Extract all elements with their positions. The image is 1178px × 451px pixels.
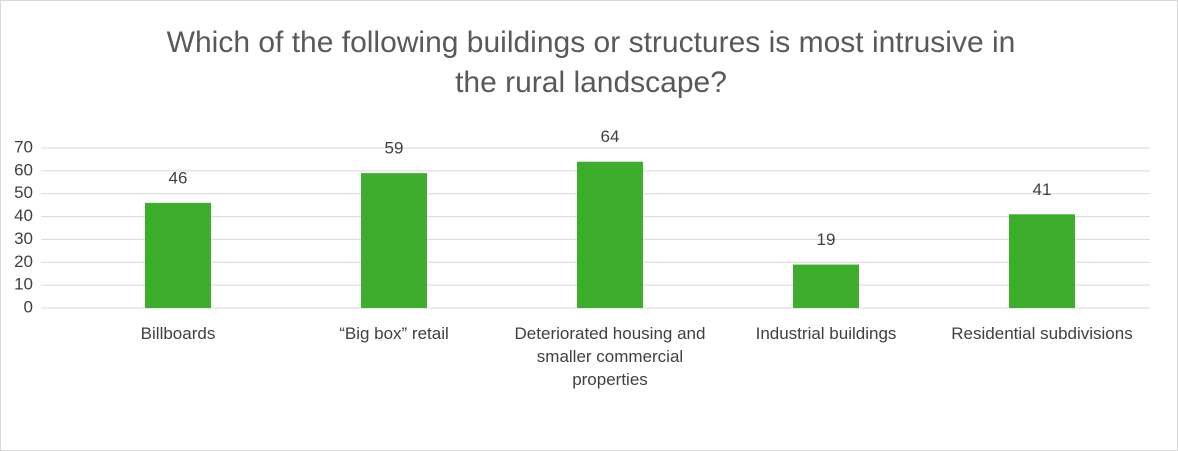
x-tick-label: Residential subdivisions <box>951 324 1133 343</box>
x-tick-label: Deteriorated housing and smaller commerc… <box>514 324 706 389</box>
y-tick-label: 30 <box>14 229 33 248</box>
x-tick-label: “Big box” retail <box>339 324 449 343</box>
data-label: 46 <box>169 168 188 187</box>
chart-title: Which of the following buildings or stru… <box>166 26 1016 99</box>
bar <box>361 173 427 308</box>
data-label: 64 <box>601 127 620 146</box>
data-label: 41 <box>1033 180 1052 199</box>
y-tick-label: 70 <box>14 137 33 156</box>
bar <box>145 202 211 308</box>
y-tick-label: 10 <box>14 275 33 294</box>
x-tick-label: Billboards <box>140 324 216 343</box>
x-tick-label: Industrial buildings <box>755 324 897 343</box>
bar <box>793 264 859 308</box>
y-tick-label: 50 <box>14 183 33 202</box>
data-label: 19 <box>817 230 836 249</box>
bar <box>577 161 643 308</box>
bar <box>1009 214 1075 308</box>
y-tick-label: 0 <box>24 297 33 316</box>
data-label: 59 <box>385 139 404 158</box>
y-tick-label: 20 <box>14 252 33 271</box>
y-tick-label: 60 <box>14 160 33 179</box>
y-tick-label: 40 <box>14 206 33 225</box>
